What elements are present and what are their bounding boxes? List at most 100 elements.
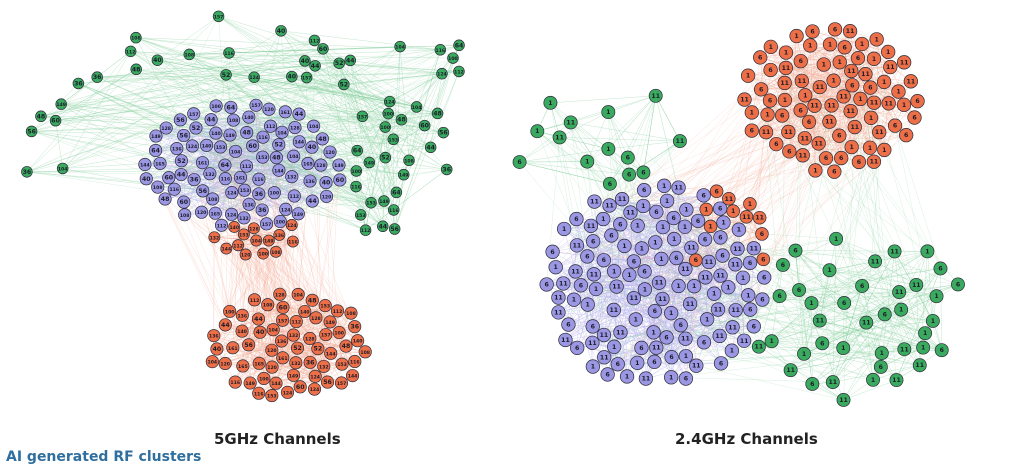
node-label: 153 xyxy=(240,188,250,194)
graph-node: 52 xyxy=(189,121,203,135)
node-label: 1 xyxy=(921,345,925,352)
node-label: 1 xyxy=(627,272,631,279)
node-label: 11 xyxy=(784,129,793,136)
node-label: 6 xyxy=(674,255,678,262)
graph-node: 11 xyxy=(671,180,686,195)
graph-edge xyxy=(215,105,355,327)
node-label: 36 xyxy=(254,191,263,198)
graph-node: 11 xyxy=(781,124,796,140)
node-label: 6 xyxy=(701,192,705,199)
graph-edge xyxy=(157,187,226,326)
node-label: 6 xyxy=(761,256,765,263)
graph-node: 132 xyxy=(237,211,251,225)
graph-edge xyxy=(216,299,255,350)
graph-node: 52 xyxy=(333,57,345,69)
node-circle xyxy=(229,144,243,158)
graph-edge xyxy=(248,299,255,345)
graph-edge xyxy=(144,164,292,177)
node-label: 104 xyxy=(289,154,299,160)
node-label: 1 xyxy=(606,146,610,153)
graph-node: 104 xyxy=(250,234,263,247)
graph-node: 6 xyxy=(636,182,652,198)
graph-edge xyxy=(795,250,805,354)
graph-edge xyxy=(643,140,681,173)
node-label: 1 xyxy=(591,364,595,371)
node-label: 60 xyxy=(279,304,288,311)
node-label: 100 xyxy=(334,330,344,336)
graph-edge xyxy=(255,45,460,106)
graph-node: 48 xyxy=(130,63,142,76)
graph-edge xyxy=(135,37,181,120)
graph-node: 120 xyxy=(265,343,279,357)
node-label: 6 xyxy=(860,283,864,290)
node-label: 1 xyxy=(704,206,708,213)
node-label: 104 xyxy=(412,105,422,111)
graph-edge xyxy=(304,311,319,349)
node-label: 149 xyxy=(289,373,299,379)
node-label: 56 xyxy=(176,117,185,124)
node-label: 6 xyxy=(879,364,883,371)
node-label: 1 xyxy=(872,56,876,63)
graph-node: 60 xyxy=(418,119,431,132)
graph-edge xyxy=(40,116,323,140)
node-label: 1 xyxy=(934,293,938,300)
graph-node: 60 xyxy=(246,139,260,153)
graph-node: 112 xyxy=(453,65,465,78)
graph-node: 60 xyxy=(162,171,176,185)
graph-edge xyxy=(213,318,259,336)
graph-node: 11 xyxy=(609,279,624,294)
node-label: 11 xyxy=(870,100,879,107)
node-label: 1 xyxy=(741,275,745,282)
node-label: 157 xyxy=(214,14,224,20)
node-label: 6 xyxy=(654,209,658,216)
node-label: 11 xyxy=(630,295,639,302)
node-label: 1 xyxy=(828,41,832,48)
node-label: 1 xyxy=(641,203,645,210)
graph-node: 52 xyxy=(272,138,286,152)
graph-node: 100 xyxy=(223,304,237,318)
node-label: 120 xyxy=(267,365,277,371)
graph-node: 124 xyxy=(248,71,260,83)
node-label: 1 xyxy=(923,330,927,337)
node-label: 11 xyxy=(815,84,824,91)
node-circle xyxy=(177,128,191,143)
graph-node: 112 xyxy=(214,218,229,232)
graph-node: 6 xyxy=(769,136,784,152)
graph-edge xyxy=(876,39,889,104)
graph-node: 11 xyxy=(602,198,617,213)
graph-edge xyxy=(720,275,902,310)
graph-node: 1 xyxy=(699,202,714,217)
graph-edge xyxy=(218,16,324,50)
graph-edge xyxy=(689,66,891,305)
graph-edge xyxy=(61,103,213,200)
node-label: 56 xyxy=(390,226,399,233)
graph-node: 44 xyxy=(377,220,389,233)
node-label: 36 xyxy=(350,324,359,331)
graph-node: 100 xyxy=(273,214,287,229)
graph-edge xyxy=(843,268,941,401)
node-label: 56 xyxy=(323,379,332,386)
node-label: 6 xyxy=(714,188,718,195)
graph-node: 1 xyxy=(894,302,909,317)
graph-edge xyxy=(819,149,885,321)
graph-node: 6 xyxy=(755,292,770,307)
graph-node: 11 xyxy=(866,95,882,110)
graph-node: 6 xyxy=(792,283,807,298)
node-label: 6 xyxy=(793,248,797,255)
node-label: 11 xyxy=(681,266,690,273)
graph-edge xyxy=(751,52,787,113)
graph-edge xyxy=(643,95,656,173)
graph-edge xyxy=(55,120,63,169)
graph-node: 6 xyxy=(743,302,758,317)
node-label: 36 xyxy=(442,166,451,173)
graph-edge xyxy=(735,285,863,311)
node-label: 64 xyxy=(151,147,160,154)
graph-edge xyxy=(232,245,239,348)
graph-edge xyxy=(183,201,230,312)
graph-edge xyxy=(309,113,438,182)
graph-node: 1 xyxy=(686,279,702,294)
graph-edge xyxy=(97,76,344,85)
graph-node: 11 xyxy=(558,332,573,348)
graph-node: 52 xyxy=(174,154,188,168)
node-label: 11 xyxy=(616,329,625,336)
